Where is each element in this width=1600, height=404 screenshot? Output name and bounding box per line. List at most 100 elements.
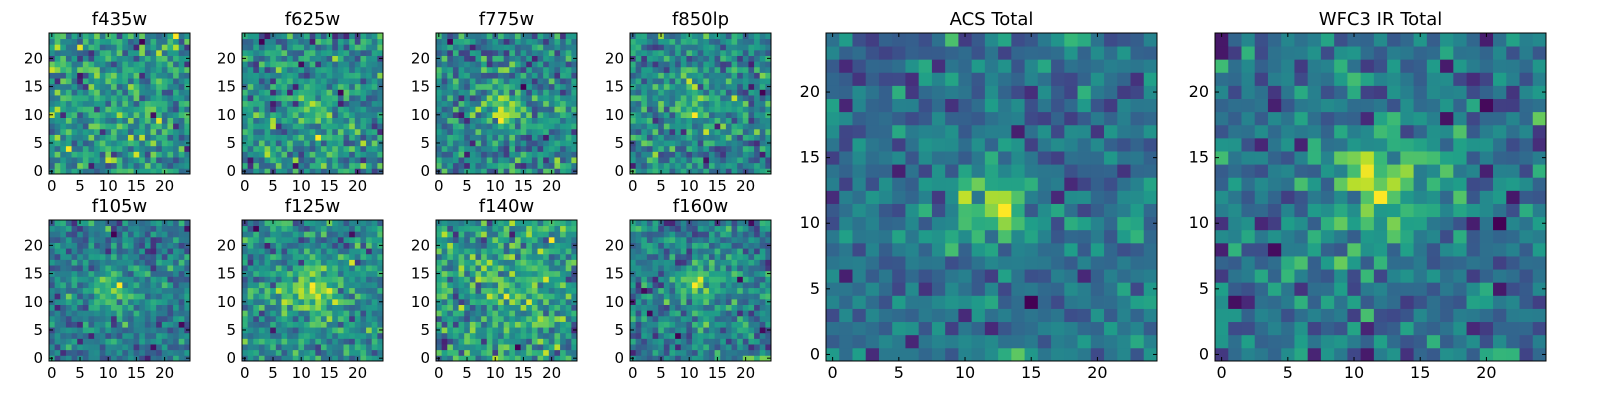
heatmap-cell xyxy=(179,305,185,311)
heatmap-cell xyxy=(447,163,453,169)
heatmap-cell xyxy=(732,56,738,62)
heatmap-cell xyxy=(349,140,355,146)
heatmap-cell xyxy=(698,67,704,73)
heatmap-cell xyxy=(270,226,276,232)
heatmap-cell xyxy=(470,106,476,112)
heatmap-cell xyxy=(664,344,670,350)
heatmap-cell xyxy=(475,89,481,95)
heatmap-cell xyxy=(179,322,185,328)
heatmap-cell xyxy=(259,271,265,277)
heatmap-cell xyxy=(681,338,687,344)
heatmap-cell xyxy=(515,129,521,135)
heatmap-cell xyxy=(658,61,664,67)
heatmap-cell xyxy=(355,157,361,163)
heatmap-cell xyxy=(276,322,282,328)
heatmap-cell xyxy=(304,112,310,118)
heatmap-cell xyxy=(566,276,572,282)
heatmap-cell xyxy=(720,316,726,322)
heatmap-cell xyxy=(100,288,106,294)
heatmap-cell xyxy=(743,101,749,107)
heatmap-cell xyxy=(737,276,743,282)
x-tick-label: 15 xyxy=(514,177,533,195)
heatmap-cell xyxy=(355,259,361,265)
heatmap-cell xyxy=(470,299,476,305)
heatmap-cell xyxy=(321,282,327,288)
heatmap-cell xyxy=(669,316,675,322)
heatmap-cell xyxy=(492,95,498,101)
heatmap-cell xyxy=(281,106,287,112)
heatmap-cell xyxy=(504,151,510,157)
heatmap-cell xyxy=(566,350,572,356)
heatmap-cell xyxy=(293,220,299,226)
heatmap-cell xyxy=(748,118,754,124)
heatmap-cell xyxy=(77,254,83,260)
heatmap-cell xyxy=(538,33,544,39)
y-tick-label: 10 xyxy=(24,293,43,311)
heatmap-cell xyxy=(55,248,61,254)
heatmap-cell xyxy=(487,56,493,62)
heatmap-cell xyxy=(310,106,316,112)
heatmap-cell xyxy=(698,50,704,56)
heatmap-cell xyxy=(509,146,515,152)
heatmap-cell xyxy=(105,95,111,101)
heatmap-cell xyxy=(83,106,89,112)
heatmap-cell xyxy=(543,344,549,350)
heatmap-cell xyxy=(332,61,338,67)
heatmap-cell xyxy=(122,265,128,271)
heatmap-cell xyxy=(481,316,487,322)
heatmap-cell xyxy=(748,101,754,107)
heatmap-cell xyxy=(681,101,687,107)
heatmap-cell xyxy=(100,259,106,265)
heatmap-cell xyxy=(526,316,532,322)
heatmap-cell xyxy=(459,78,465,84)
heatmap-cell xyxy=(669,168,675,174)
heatmap-cell xyxy=(498,168,504,174)
heatmap-cell xyxy=(310,140,316,146)
heatmap-cell xyxy=(653,338,659,344)
heatmap-cell xyxy=(366,112,372,118)
heatmap-cell xyxy=(641,84,647,90)
heatmap-cell xyxy=(366,220,372,226)
heatmap-cell xyxy=(532,89,538,95)
heatmap-cell xyxy=(270,157,276,163)
heatmap-cell xyxy=(560,316,566,322)
heatmap-cell xyxy=(509,299,515,305)
heatmap-cell xyxy=(481,56,487,62)
heatmap-cell xyxy=(315,271,321,277)
heatmap-cell xyxy=(681,146,687,152)
heatmap-cell xyxy=(372,243,378,249)
heatmap-cell xyxy=(653,322,659,328)
heatmap-cell xyxy=(675,168,681,174)
heatmap-cell xyxy=(681,333,687,339)
heatmap-cell xyxy=(349,61,355,67)
heatmap-cell xyxy=(532,237,538,243)
heatmap-cell xyxy=(521,316,527,322)
heatmap-cell xyxy=(566,168,572,174)
heatmap-cell xyxy=(151,61,157,67)
y-tick-label: 0 xyxy=(33,162,43,180)
heatmap-cell xyxy=(453,118,459,124)
heatmap-cell xyxy=(265,123,271,129)
heatmap-cell xyxy=(526,271,532,277)
heatmap-cell xyxy=(686,89,692,95)
heatmap-cell xyxy=(55,310,61,316)
heatmap-cell xyxy=(481,89,487,95)
heatmap-cell xyxy=(66,129,72,135)
heatmap-cell xyxy=(111,231,117,237)
heatmap-cell xyxy=(526,140,532,146)
heatmap-cell xyxy=(377,151,383,157)
heatmap-cell xyxy=(504,129,510,135)
heatmap-cell xyxy=(566,248,572,254)
heatmap-cell xyxy=(327,344,333,350)
heatmap-cell xyxy=(100,129,106,135)
heatmap-cell xyxy=(692,355,698,361)
heatmap-cell xyxy=(447,67,453,73)
heatmap-cell xyxy=(538,118,544,124)
heatmap-cell xyxy=(647,271,653,277)
heatmap-cell xyxy=(360,123,366,129)
heatmap-cell xyxy=(447,135,453,141)
heatmap-cell xyxy=(151,231,157,237)
heatmap-cell xyxy=(327,72,333,78)
heatmap-cell xyxy=(765,293,771,299)
